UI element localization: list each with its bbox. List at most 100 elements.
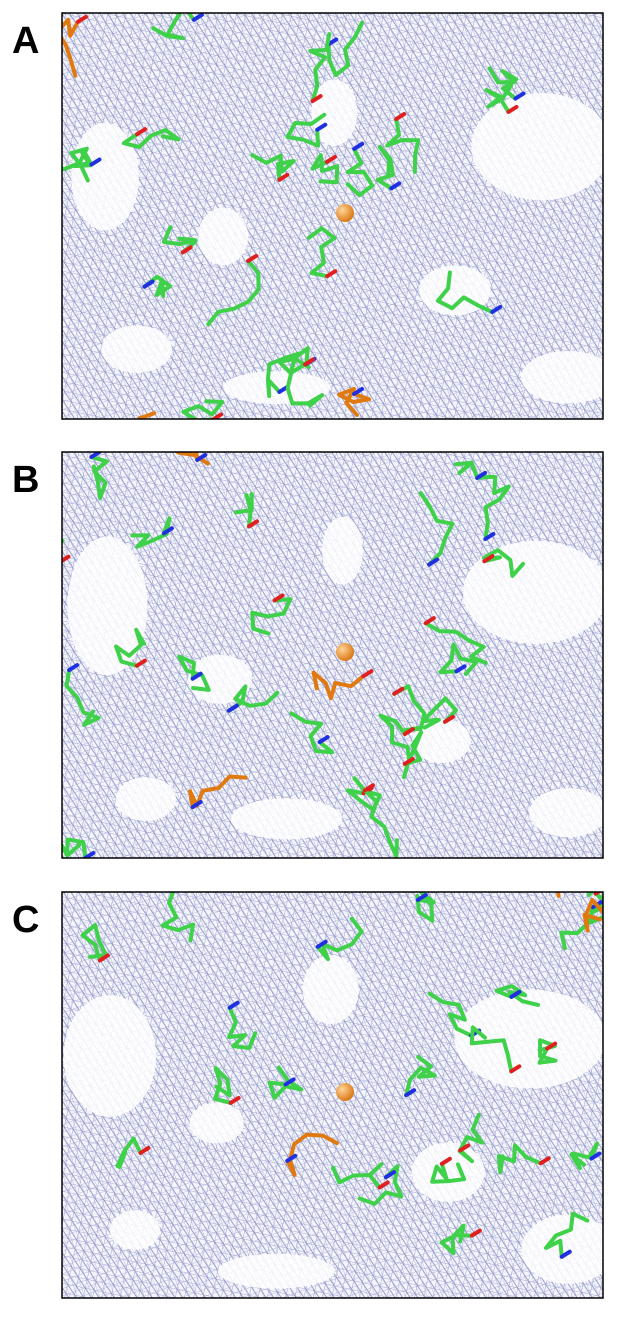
atom-bond <box>361 669 374 679</box>
stick-model <box>62 17 80 78</box>
stick-model <box>142 274 173 298</box>
stick-model <box>160 892 195 943</box>
atom-bond <box>439 1156 452 1166</box>
atom-bond <box>593 892 602 896</box>
solvent-region <box>187 654 252 704</box>
atom-bond <box>67 663 80 673</box>
solvent-region <box>189 1102 244 1144</box>
atom-bond <box>394 112 407 122</box>
atom-bond <box>482 554 495 564</box>
stick-model <box>496 1143 543 1175</box>
stick-model <box>306 226 337 279</box>
stick-model <box>423 621 488 665</box>
atom-bond <box>247 519 260 529</box>
atom-bond <box>227 1000 240 1010</box>
solvent-region <box>411 1142 485 1202</box>
atom-bond <box>402 727 415 737</box>
stick-model <box>435 270 495 314</box>
atom-bond <box>509 1064 522 1074</box>
stick-model <box>559 905 603 951</box>
stick-model <box>438 642 479 676</box>
atom-bond <box>377 1180 390 1190</box>
panel-label: B <box>12 459 39 501</box>
atom-bond <box>490 304 503 314</box>
atom-bond <box>195 452 208 462</box>
stick-model <box>544 1211 590 1259</box>
solvent-region <box>67 536 148 676</box>
stick-model <box>415 892 436 923</box>
stick-model <box>469 1025 514 1074</box>
stick-model <box>64 668 101 727</box>
atom-bond <box>277 172 290 182</box>
stick-model <box>285 1132 339 1177</box>
atom-bond <box>383 1170 396 1180</box>
atom-bond <box>135 127 148 137</box>
atom-bond <box>134 658 147 668</box>
density-map <box>62 13 603 441</box>
metal-ion <box>336 204 354 222</box>
stick-model <box>494 984 540 1007</box>
stick-model <box>114 627 146 668</box>
solvent-region <box>521 351 603 404</box>
atom-bond <box>506 104 519 114</box>
atom-bond <box>62 554 71 564</box>
stick-model <box>250 153 296 182</box>
atom-bond <box>246 253 259 263</box>
atom-bond <box>454 664 467 674</box>
stick-model <box>308 32 332 104</box>
stick-model <box>404 1055 437 1098</box>
stick-model <box>439 1223 474 1256</box>
atom-bond <box>483 531 496 541</box>
atom-bond <box>97 953 110 963</box>
stick-model <box>62 538 65 564</box>
stick-model <box>392 684 427 733</box>
atom-bond <box>423 616 436 626</box>
atom-bond <box>226 703 239 713</box>
atom-bond <box>352 386 365 396</box>
stick-model <box>326 20 364 78</box>
panel-border <box>61 891 604 1299</box>
stick-model <box>265 351 302 399</box>
solvent-region <box>529 788 603 838</box>
stick-model <box>206 258 261 327</box>
atom-bond <box>180 245 193 255</box>
atom-bond <box>427 557 440 567</box>
atom-bond <box>83 850 96 858</box>
solvent-region <box>101 325 172 373</box>
stick-model <box>130 516 172 549</box>
atom-bond <box>285 1153 298 1163</box>
stick-model <box>121 128 181 149</box>
atom-bond <box>142 279 155 289</box>
stick-model <box>375 145 395 191</box>
atom-bond <box>538 1156 551 1166</box>
stick-model <box>137 411 157 419</box>
stick-model <box>188 774 248 809</box>
stick-model <box>427 991 474 1038</box>
atom-bond <box>228 1095 241 1105</box>
stick-model <box>213 1066 233 1105</box>
stick-model <box>357 1164 404 1206</box>
atom-bond <box>315 939 328 949</box>
solvent-region <box>471 93 603 201</box>
stick-model <box>362 788 399 858</box>
atom-bond <box>442 714 455 724</box>
stick-model <box>177 654 211 692</box>
atom-bond <box>324 154 337 164</box>
atom-bond <box>545 1041 558 1051</box>
stick-model <box>89 455 109 500</box>
stick-model <box>457 1112 485 1164</box>
stick-model <box>250 597 293 636</box>
atom-bond <box>161 526 174 536</box>
metal-ion <box>336 643 354 661</box>
atom-bond <box>326 37 339 47</box>
atom-bond <box>89 452 102 460</box>
stick-model <box>430 1161 467 1184</box>
metal-ion <box>336 1083 354 1101</box>
atom-bond <box>392 686 405 696</box>
stick-model <box>315 916 364 962</box>
solvent-region <box>109 1210 160 1250</box>
solvent-region <box>521 1214 603 1284</box>
stick-model <box>285 362 325 408</box>
atom-bond <box>129 436 137 441</box>
